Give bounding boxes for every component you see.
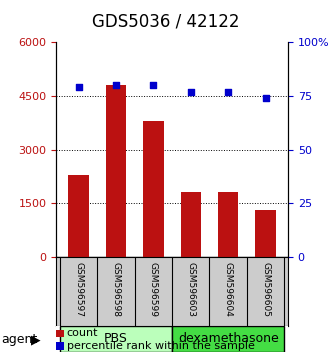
Text: GSM596599: GSM596599 (149, 262, 158, 317)
Point (76, 85, 81, 90)
Point (225, 89, 231, 95)
Text: PBS: PBS (104, 332, 128, 346)
Text: percentile rank within the sample: percentile rank within the sample (67, 341, 255, 351)
Bar (69, 175, 89, 257)
Text: count: count (67, 329, 98, 338)
Text: agent: agent (2, 333, 38, 346)
Text: GSM596597: GSM596597 (74, 262, 83, 317)
Bar (143, 121, 164, 257)
Text: GDS5036 / 42122: GDS5036 / 42122 (92, 12, 239, 30)
Bar (60, 326, 172, 352)
Text: ▶: ▶ (31, 333, 40, 346)
Bar (218, 193, 238, 257)
Bar (106, 85, 126, 257)
Point (114, 82, 119, 88)
Bar (255, 210, 276, 257)
Bar (172, 326, 284, 352)
Point (188, 89, 193, 95)
Point (263, 95, 268, 101)
Text: dexamethasone: dexamethasone (178, 332, 279, 346)
Text: GSM596598: GSM596598 (112, 262, 120, 317)
Text: GSM596605: GSM596605 (261, 262, 270, 317)
Text: GSM596603: GSM596603 (186, 262, 195, 317)
Text: GSM596604: GSM596604 (224, 262, 233, 317)
Bar (180, 193, 201, 257)
Point (151, 82, 156, 88)
